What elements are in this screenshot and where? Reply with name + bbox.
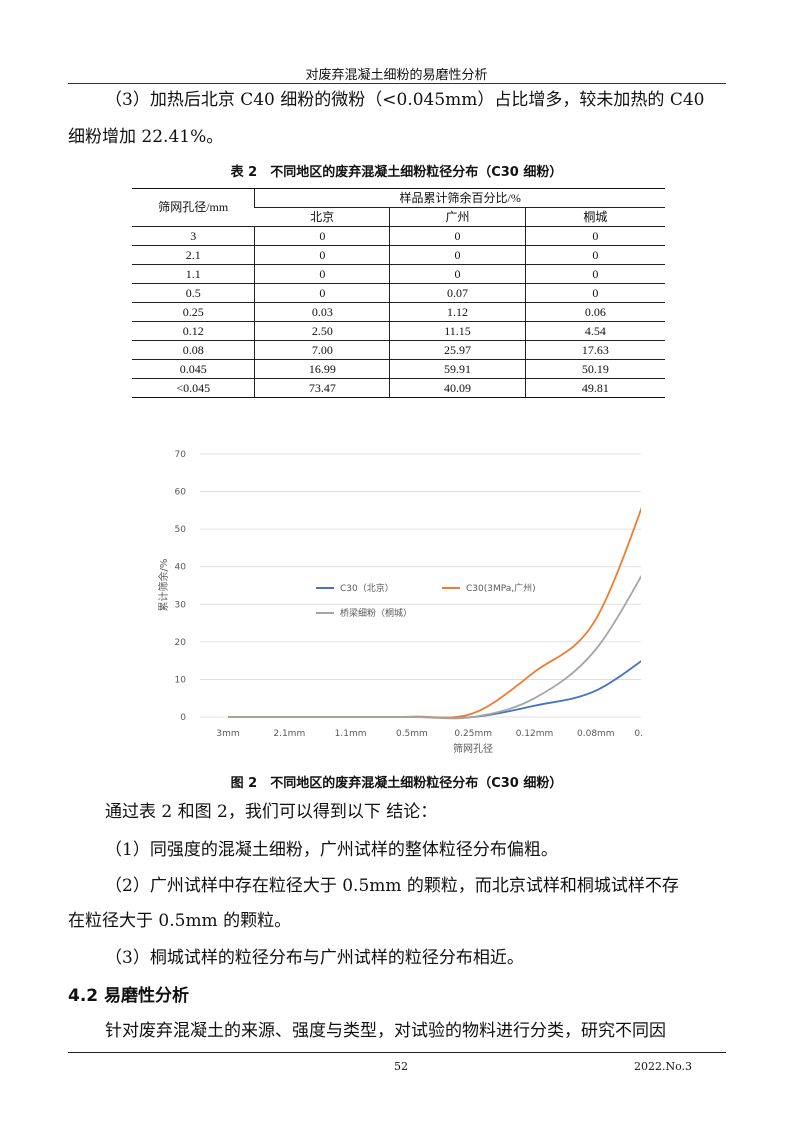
y-tick-label: 20 <box>175 638 187 648</box>
text-line: （3）加热后北京 C40 细粉的微粉（<0.045mm）占比增多，较未加热的 C… <box>105 90 705 110</box>
table-cell: <0.045 <box>132 378 255 398</box>
x-tick-label: 0. <box>634 729 643 739</box>
y-tick-label: 40 <box>175 563 187 573</box>
table-cell: 2.1 <box>132 245 255 265</box>
x-tick-label: 1.1mm <box>335 729 367 739</box>
y-tick-label: 30 <box>175 600 187 610</box>
column-header: 北京 <box>254 207 390 227</box>
text-line: （1）同强度的混凝土细粉，广州试样的整体粒径分布偏粗。 <box>105 840 558 860</box>
legend-label: 桥梁细粉（桐城） <box>340 607 412 619</box>
table-cell: 40.09 <box>389 378 526 398</box>
table-cell: 0.5 <box>132 283 255 303</box>
y-tick-label: 50 <box>175 525 187 535</box>
text-line: 在粒径大于 0.5mm 的颗粒。 <box>68 911 292 931</box>
x-tick-label: 0.12mm <box>516 729 554 739</box>
data-table: 筛网孔径/mm 样品累计筛余百分比/% 北京 广州 桐城 3 0 0 0 2.1 0 0 0 1.1 0 0 0… <box>132 188 665 398</box>
table-cell: 7.00 <box>254 340 390 360</box>
text-line: （2）广州试样中存在粒径大于 0.5mm 的颗粒，而北京试样和桐城试样不存 <box>105 876 679 896</box>
x-tick-label: 0.08mm <box>577 729 615 739</box>
table-row: 0.08 7.00 25.97 17.63 <box>132 340 665 360</box>
y-axis-title: 累计筛余/% <box>157 559 170 612</box>
figure-caption: 图 2 不同地区的废弃混凝土细粉粒径分布（C30 细粉） <box>230 776 563 791</box>
plot-lines <box>227 506 641 720</box>
table-cell: 73.47 <box>254 378 390 398</box>
running-header: 对废弃混凝土细粉的易磨性分析 <box>305 68 488 83</box>
data-line <box>227 574 641 720</box>
page-number: 52 <box>394 1060 408 1073</box>
footer-rule <box>68 1052 726 1053</box>
y-tick-label: 0 <box>180 713 186 723</box>
text-line: 针对废弃混凝土的来源、强度与类型，对试验的物料进行分类，研究不同因 <box>105 1021 666 1041</box>
table-row: 北京 广州 桐城 <box>132 207 665 227</box>
x-tick-label: 0.25mm <box>454 729 492 739</box>
x-tick-label: 3mm <box>216 729 239 739</box>
table-caption: 表 2 不同地区的废弃混凝土细粉粒径分布（C30 细粉） <box>230 165 563 180</box>
data-line <box>227 660 641 719</box>
text-line: （3）桐城试样的粒径分布与广州试样的粒径分布相近。 <box>105 948 524 968</box>
table-row: 1.1 0 0 0 <box>132 264 665 284</box>
table-row: 0.045 16.99 59.91 50.19 <box>132 359 665 379</box>
x-tick-label: 2.1mm <box>273 729 305 739</box>
table-cell: 50.19 <box>524 359 665 379</box>
table-row: 0.12 2.50 11.15 4.54 <box>132 321 665 341</box>
legend-label: C30(3MPa,广州) <box>466 582 536 594</box>
table-row: 2.1 0 0 0 <box>132 245 665 265</box>
section-heading: 4.2 易磨性分析 <box>68 986 190 1006</box>
issue: 2022.No.3 <box>634 1060 693 1073</box>
x-tick-label: 0.5mm <box>396 729 428 739</box>
header-rule <box>68 83 726 84</box>
x-axis-title: 筛网孔径 <box>453 742 493 755</box>
table-cell: 49.81 <box>524 378 665 398</box>
text-line: 通过表 2 和图 2，我们可以得到以下 结论： <box>105 802 438 822</box>
y-tick-label: 10 <box>175 675 187 685</box>
y-tick-label: 70 <box>175 450 187 460</box>
table-row: 0.25 0.03 1.12 0.06 <box>132 302 665 322</box>
row-header: 筛网孔径/mm <box>132 188 255 227</box>
legend-label: C30（北京） <box>340 582 394 594</box>
text-line: 细粉增加 22.41%。 <box>68 127 224 147</box>
y-tick-label: 60 <box>175 488 187 498</box>
table-row: <0.045 73.47 40.09 49.81 <box>132 378 665 398</box>
